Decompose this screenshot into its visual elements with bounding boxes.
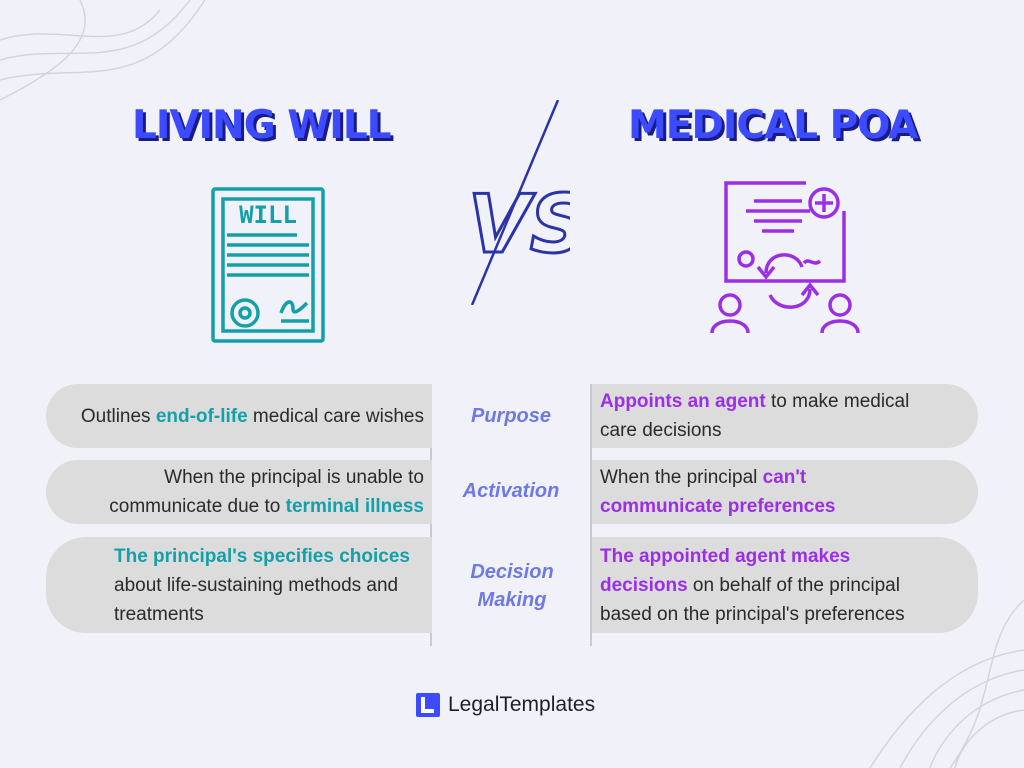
text-fragment: about life-sustaining methods and treatm… (114, 574, 399, 625)
text-fragment: Outlines (80, 405, 156, 427)
highlight-text: The principal's specifies choices (114, 545, 410, 567)
will-document-icon: WILL (211, 187, 325, 343)
footer-brand: LegalTemplates (416, 693, 595, 717)
right-divider (590, 384, 592, 646)
left-decision-cell: The principal's specifies choices about … (46, 537, 432, 633)
vs-label: VS (468, 178, 570, 271)
right-purpose-text: Appoints an agent to make medical care d… (600, 387, 940, 445)
will-icon-text: WILL (239, 201, 297, 229)
medical-poa-document-icon (710, 181, 860, 334)
right-activation-text: When the principal can't communicate pre… (600, 463, 860, 521)
left-purpose-cell: Outlines end-of-life medical care wishes (46, 384, 432, 448)
highlight-text: The appointed agent makes decisions (600, 545, 851, 596)
text-fragment: on behalf of the principal based on the … (600, 574, 905, 625)
row-label-decision-making: Decision Making (470, 561, 554, 611)
row-label-purpose: Purpose (470, 405, 552, 427)
medical-poa-title: MEDICAL POA (628, 103, 918, 148)
right-purpose-cell: Appoints an agent to make medical care d… (592, 384, 978, 448)
highlight-text: end-of-life (155, 405, 248, 427)
legaltemplates-logo-icon (416, 693, 440, 717)
highlight-text: can't communicate preferences (600, 467, 836, 517)
highlight-text: Appoints an agent (600, 391, 766, 412)
living-will-title: LIVING WILL (132, 103, 392, 148)
footer-brand-text: LegalTemplates (448, 693, 596, 716)
right-decision-text: The appointed agent makes decisions on b… (600, 542, 936, 629)
left-purpose-text: Outlines end-of-life medical care wishes (81, 402, 424, 431)
text-fragment: medical care wishes (247, 405, 424, 427)
vs-icon: VS (467, 100, 570, 305)
right-decision-cell: The appointed agent makes decisions on b… (592, 537, 978, 633)
left-activation-text: When the principal is unable to communic… (84, 463, 424, 521)
highlight-text: terminal illness (285, 496, 424, 517)
row-label-activation: Activation (462, 480, 560, 502)
right-activation-cell: When the principal can't communicate pre… (592, 460, 978, 524)
text-fragment: When the principal is unable to communic… (109, 467, 424, 517)
text-fragment: to make medical care decisions (600, 391, 910, 441)
text-fragment: When the principal (600, 467, 763, 488)
left-decision-text: The principal's specifies choices about … (114, 542, 424, 629)
left-activation-cell: When the principal is unable to communic… (46, 460, 432, 524)
